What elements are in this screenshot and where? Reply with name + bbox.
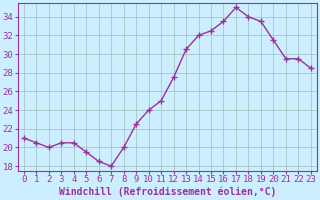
X-axis label: Windchill (Refroidissement éolien,°C): Windchill (Refroidissement éolien,°C) xyxy=(59,187,276,197)
